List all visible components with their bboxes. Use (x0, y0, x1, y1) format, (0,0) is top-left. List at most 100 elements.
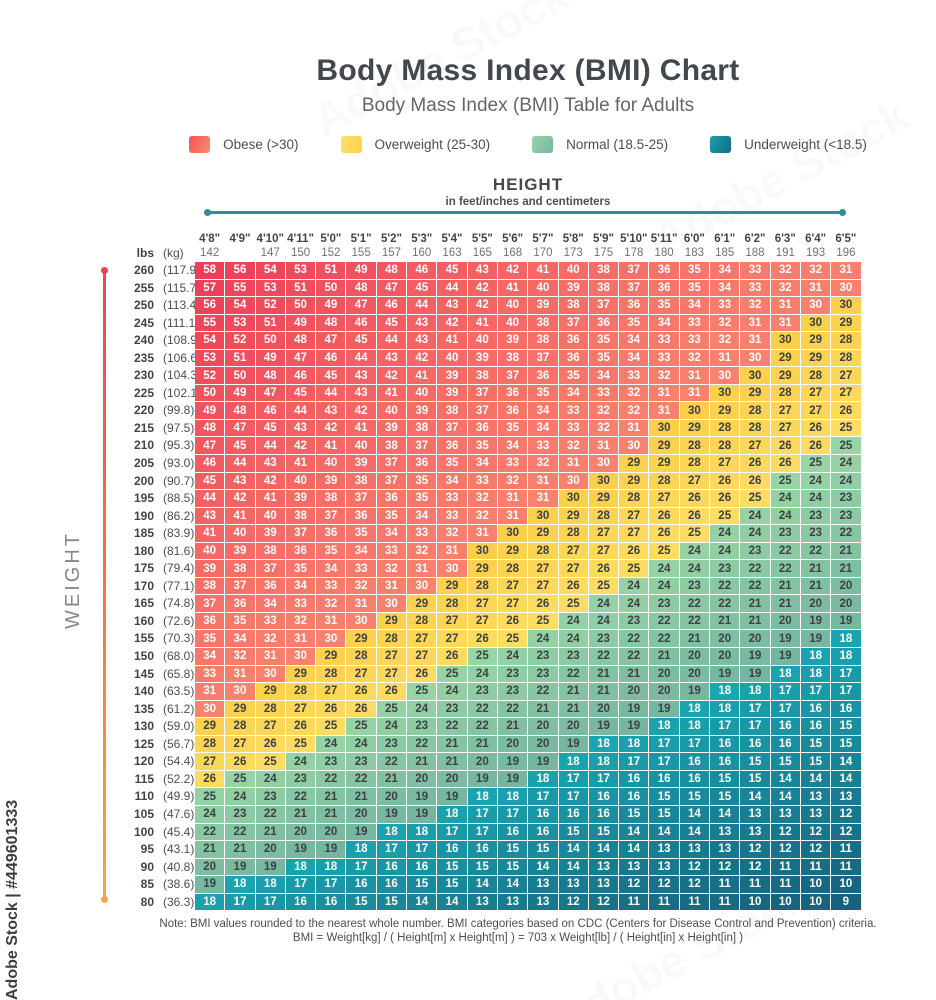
bmi-cell: 38 (588, 279, 619, 297)
bmi-cell: 24 (407, 700, 437, 718)
bmi-cell: 14 (770, 788, 800, 805)
bmi-cell: 12 (619, 876, 649, 893)
bmi-cell: 16 (710, 753, 740, 770)
bmi-cell: 16 (770, 718, 800, 735)
bmi-cell: 54 (225, 297, 255, 314)
bmi-cell: 16 (376, 876, 407, 893)
bmi-cell: 31 (437, 542, 467, 560)
bmi-cell: 19 (619, 718, 649, 735)
bmi-cell: 12 (831, 805, 861, 823)
bmi-cell: 22 (497, 700, 528, 718)
bmi-cell: 44 (316, 384, 346, 402)
bmi-cell: 42 (437, 314, 467, 332)
bmi-cell: 29 (770, 367, 800, 384)
bmi-cell: 24 (195, 805, 225, 823)
col-header-cm: 160 (412, 247, 432, 259)
bmi-cell: 19 (619, 700, 649, 718)
col-header-cm: 196 (836, 247, 856, 259)
row-label-kg: (83.9) (163, 526, 195, 541)
bmi-cell: 14 (710, 805, 740, 823)
col-header-cm: 163 (442, 247, 462, 259)
bmi-cell: 49 (255, 349, 285, 367)
bmi-cell: 31 (497, 507, 528, 525)
bmi-cell: 45 (285, 384, 316, 402)
bmi-cell: 50 (255, 332, 285, 349)
bmi-cell: 24 (285, 753, 316, 770)
bmi-cell: 29 (770, 349, 800, 367)
bmi-cell: 36 (467, 419, 497, 437)
bmi-cell: 20 (285, 823, 316, 841)
bmi-cell: 24 (619, 577, 649, 595)
bmi-cell: 24 (649, 577, 679, 595)
bmi-cell: 36 (558, 332, 588, 349)
bmi-cell: 23 (831, 507, 861, 525)
bmi-cell: 34 (619, 332, 649, 349)
bmi-cell: 29 (316, 648, 346, 665)
bmi-cell: 25 (528, 612, 558, 630)
bmi-cell: 16 (800, 718, 831, 735)
bmi-cell: 19 (770, 648, 800, 665)
legend-swatch (189, 136, 211, 153)
row-label-kg: (113.4) (163, 298, 201, 313)
bmi-cell: 47 (316, 332, 346, 349)
bmi-cell: 48 (255, 367, 285, 384)
bmi-cell: 38 (437, 402, 467, 419)
bmi-cell: 17 (376, 841, 407, 858)
bmi-cell: 26 (710, 472, 740, 490)
height-axis-sublabel: in feet/inches and centimeters (445, 196, 611, 208)
bmi-cell: 36 (346, 507, 376, 525)
row-label-lbs: 105 (133, 806, 154, 821)
bmi-cell: 15 (800, 735, 831, 753)
bmi-cell: 12 (558, 893, 588, 911)
row-label-lbs: 170 (133, 578, 154, 593)
bmi-cell: 18 (679, 700, 710, 718)
bmi-cell: 20 (800, 595, 831, 612)
bmi-cell: 47 (346, 297, 376, 314)
bmi-cell: 19 (710, 665, 740, 683)
row-label-lbs: 260 (133, 263, 154, 277)
bmi-cell: 31 (740, 332, 770, 349)
legend-swatch (710, 136, 732, 153)
bmi-cell: 16 (558, 805, 588, 823)
bmi-cell: 30 (588, 455, 619, 472)
row-label-lbs: 215 (133, 420, 154, 435)
bmi-cell: 56 (225, 262, 255, 279)
bmi-cell: 26 (346, 700, 376, 718)
page-title: Body Mass Index (BMI) Chart (316, 54, 740, 87)
bmi-cell: 17 (619, 753, 649, 770)
bmi-cell: 29 (195, 718, 225, 735)
bmi-cell: 24 (437, 683, 467, 700)
bmi-cell: 27 (528, 560, 558, 577)
bmi-cell: 15 (497, 858, 528, 876)
bmi-cell: 20 (588, 700, 619, 718)
unit-kg-header: (kg) (163, 246, 184, 260)
bmi-cell: 17 (740, 700, 770, 718)
bmi-cell: 15 (831, 718, 861, 735)
bmi-cell: 51 (316, 262, 346, 279)
bmi-cell: 43 (407, 332, 437, 349)
bmi-cell: 18 (195, 893, 225, 911)
bmi-cell: 19 (800, 612, 831, 630)
bmi-cell: 33 (437, 507, 467, 525)
bmi-cell: 25 (497, 630, 528, 648)
bmi-cell: 20 (831, 577, 861, 595)
bmi-cell: 39 (195, 560, 225, 577)
bmi-cell: 30 (285, 648, 316, 665)
bmi-cell: 17 (649, 753, 679, 770)
bmi-cell: 37 (255, 560, 285, 577)
bmi-cell: 35 (528, 384, 558, 402)
bmi-cell: 36 (528, 367, 558, 384)
bmi-cell: 38 (346, 472, 376, 490)
bmi-cell: 22 (346, 770, 376, 788)
legend-swatch (340, 136, 362, 153)
bmi-cell: 33 (407, 525, 437, 542)
bmi-cell: 13 (710, 841, 740, 858)
bmi-cell: 17 (407, 841, 437, 858)
bmi-cell: 36 (255, 577, 285, 595)
bmi-cell: 19 (649, 700, 679, 718)
bmi-cell: 22 (437, 718, 467, 735)
bmi-cell: 31 (649, 402, 679, 419)
bmi-cell: 31 (467, 525, 497, 542)
bmi-cell: 35 (437, 455, 467, 472)
bmi-cell: 14 (558, 858, 588, 876)
